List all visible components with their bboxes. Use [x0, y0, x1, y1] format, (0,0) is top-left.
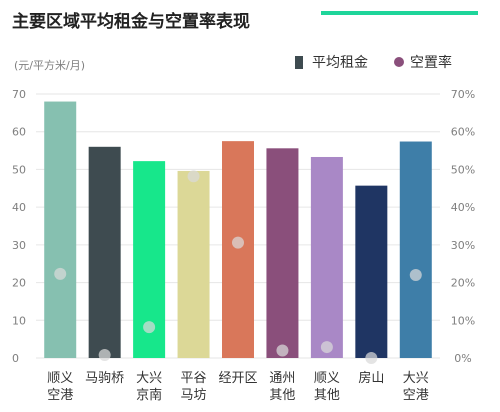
- vacancy-point: [143, 321, 156, 334]
- legend: 平均租金 空置率: [295, 54, 452, 71]
- left-tick-label: 60: [12, 126, 26, 139]
- left-tick-label: 10: [12, 314, 26, 327]
- x-tick-label: 通州其他: [269, 371, 295, 403]
- x-tick-label: 平谷马坊: [181, 371, 207, 403]
- x-tick-label: 大兴京南: [136, 371, 162, 403]
- vacancy-point: [232, 236, 244, 249]
- title-group: 主要区域平均租金与空置率表现: [12, 11, 478, 32]
- right-tick-label: 50%: [451, 163, 475, 176]
- right-tick-label: 30%: [451, 239, 475, 252]
- x-tick-line: 京南: [136, 387, 162, 403]
- vacancy-point: [54, 267, 67, 280]
- x-tick-line: 空港: [403, 388, 429, 403]
- vacancy-point: [276, 344, 289, 357]
- dots: [54, 170, 422, 364]
- legend-dot-swatch: [394, 57, 404, 67]
- left-tick-label: 70: [12, 88, 26, 101]
- bar: [222, 141, 254, 358]
- vacancy-point: [409, 269, 422, 282]
- bar: [88, 146, 121, 358]
- right-tick-label: 20%: [451, 277, 475, 290]
- x-tick-line: 房山: [358, 370, 384, 386]
- left-tick-label: 0: [12, 352, 19, 365]
- x-tick-line: 马驹桥: [85, 371, 124, 386]
- bar: [310, 156, 343, 358]
- left-tick-label: 50: [12, 163, 26, 176]
- x-tick-line: 大兴: [403, 371, 429, 386]
- x-tick-line: 其他: [269, 388, 295, 403]
- vacancy-point: [320, 341, 333, 354]
- x-tick-line: 通州: [269, 371, 295, 386]
- vacancy-point: [365, 352, 378, 364]
- chart-title: 主要区域平均租金与空置率表现: [12, 11, 250, 32]
- x-tick-label: 房山: [358, 370, 384, 386]
- x-tick-label: 马驹桥: [85, 371, 124, 386]
- legend-bar-swatch: [295, 56, 303, 69]
- x-tick-line: 空港: [47, 388, 73, 403]
- left-tick-label: 20: [12, 277, 26, 290]
- right-tick-label: 40%: [451, 201, 475, 214]
- bar: [177, 170, 210, 358]
- left-tick-label: 40: [12, 201, 26, 214]
- left-axis-ticks: 0 10 20 30 40 50 60 70: [12, 88, 26, 365]
- bar: [44, 101, 77, 359]
- x-tick-label: 经开区: [218, 371, 257, 386]
- vacancy-point: [187, 170, 200, 183]
- x-tick-line: 大兴: [136, 371, 162, 386]
- bars: [44, 101, 432, 359]
- bar: [399, 141, 432, 358]
- x-tick-label: 顺义其他: [314, 371, 340, 403]
- x-tick-label: 大兴空港: [403, 371, 429, 403]
- left-tick-label: 30: [12, 239, 26, 252]
- x-tick-line: 顺义: [314, 371, 340, 386]
- right-axis-ticks: 0% 10% 20% 30% 40% 50% 60% 70%: [451, 88, 475, 365]
- vacancy-point: [98, 348, 111, 361]
- bar: [355, 185, 388, 358]
- right-tick-label: 10%: [451, 314, 475, 327]
- right-tick-label: 70%: [451, 88, 475, 101]
- x-tick-line: 顺义: [47, 371, 73, 386]
- legend-dot-label: 空置率: [410, 54, 452, 71]
- x-tick-line: 经开区: [218, 371, 257, 386]
- bar: [266, 148, 299, 358]
- legend-bar-label: 平均租金: [312, 55, 368, 71]
- x-tick-line: 平谷: [181, 371, 207, 386]
- unit-label: (元/平方米/月): [14, 58, 85, 72]
- right-tick-label: 60%: [451, 126, 475, 139]
- x-tick-line: 马坊: [181, 388, 207, 403]
- x-tick-line: 其他: [314, 388, 340, 403]
- right-tick-label: 0%: [454, 352, 471, 365]
- x-tick-label: 顺义空港: [47, 371, 73, 403]
